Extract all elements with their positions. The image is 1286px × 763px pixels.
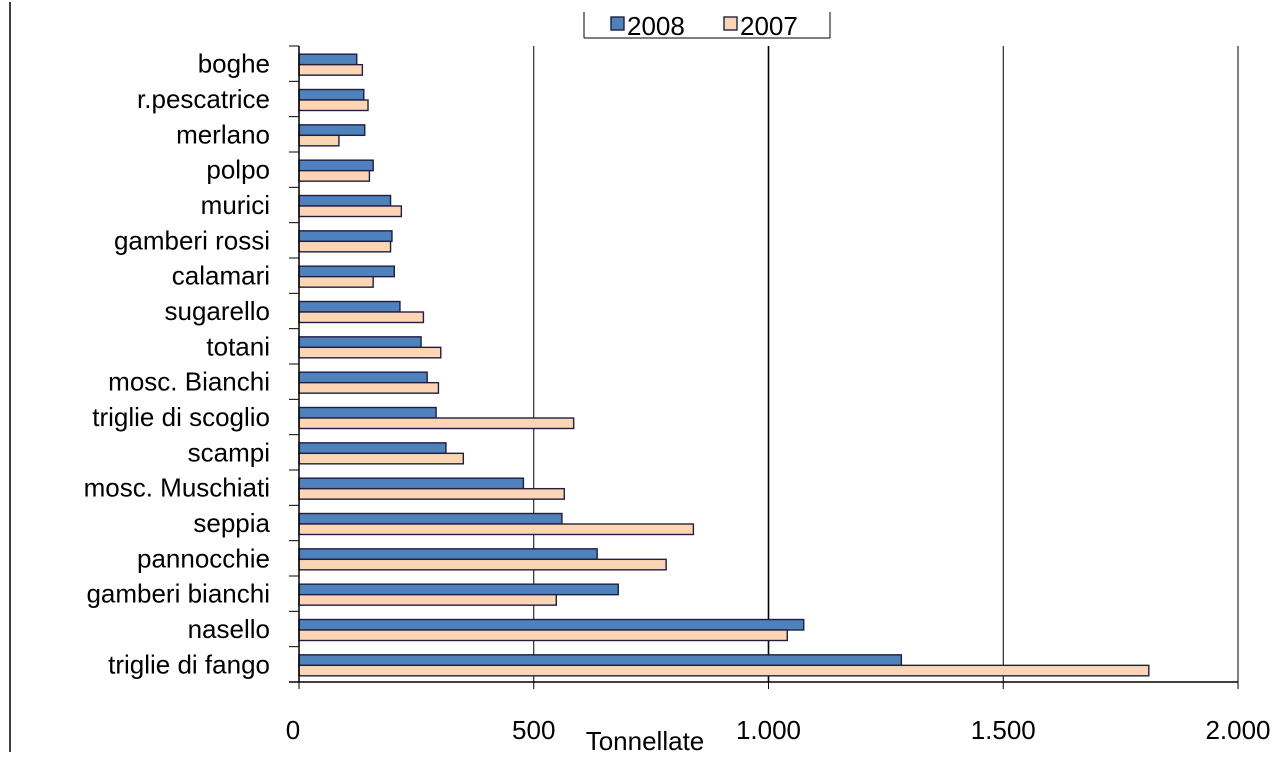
- bar-2008-gamberi-rossi: [298, 230, 393, 243]
- bar-2008-calamari: [298, 265, 396, 278]
- bar-2007-murici: [298, 205, 403, 218]
- bar-2008-gamberi-bianchi: [298, 583, 619, 596]
- bar-2008-seppia: [298, 512, 563, 525]
- category-label: nasello: [188, 614, 270, 644]
- grid: [533, 46, 1239, 682]
- category-label: polpo: [206, 155, 270, 185]
- axes: [289, 45, 1239, 689]
- category-label: scampi: [188, 437, 270, 467]
- bar-2007-triglie-di-fango: [298, 664, 1150, 677]
- category-label: murici: [201, 190, 270, 220]
- bar-2007-gamberi-rossi: [298, 240, 392, 253]
- legend-label-2007[interactable]: 2007: [740, 11, 798, 41]
- bar-2007-polpo: [298, 169, 371, 182]
- category-label: gamberi bianchi: [86, 579, 270, 609]
- bar-2007-calamari: [298, 275, 374, 288]
- bar-2007-triglie-di-scoglio: [298, 417, 575, 430]
- bar-2007-r-pescatrice: [298, 99, 369, 112]
- bar-2008-boghe: [298, 53, 358, 66]
- category-label: seppia: [193, 508, 270, 538]
- bar-2008-triglie-di-fango: [298, 654, 903, 667]
- bar-2008-nasello: [298, 618, 805, 631]
- category-label: gamberi rossi: [114, 225, 270, 255]
- category-label: calamari: [172, 261, 270, 291]
- bar-2007-scampi: [298, 452, 465, 465]
- category-labels: boghe r.pescatrice merlano polpo murici gambe…: [84, 49, 271, 680]
- x-tick-label: 1.500: [971, 715, 1036, 745]
- x-tick-label: 2.000: [1205, 715, 1270, 745]
- bar-2007-seppia: [298, 523, 695, 536]
- bar-2008-mosc-muschiati: [298, 477, 525, 490]
- bar-2007-nasello: [298, 629, 788, 642]
- legend-swatch-2007: [723, 16, 738, 31]
- bars: [298, 53, 1150, 677]
- bar-2008-murici: [298, 194, 392, 207]
- legend[interactable]: 2008 2007: [583, 11, 831, 41]
- bar-2008-r-pescatrice: [298, 88, 365, 101]
- bar-2007-mosc-muschiati: [298, 487, 565, 500]
- bar-2007-totani: [298, 346, 442, 359]
- bar-2008-pannocchie: [298, 548, 598, 561]
- x-tick-label: 500: [512, 715, 555, 745]
- bar-2008-mosc-bianchi: [298, 371, 428, 384]
- bar-2007-sugarello: [298, 311, 425, 324]
- bar-2007-gamberi-bianchi: [298, 593, 557, 606]
- category-label: boghe: [198, 49, 270, 79]
- category-label: totani: [206, 331, 270, 361]
- bar-2008-scampi: [298, 442, 447, 455]
- category-label: mosc. Muschiati: [84, 473, 270, 503]
- bar-2008-polpo: [298, 159, 374, 172]
- category-label: triglie di scoglio: [92, 402, 270, 432]
- category-label: pannocchie: [137, 543, 270, 573]
- legend-label-2008[interactable]: 2008: [627, 11, 685, 41]
- category-label: triglie di fango: [108, 649, 270, 679]
- category-label: r.pescatrice: [137, 84, 270, 114]
- legend-swatch-2008: [610, 16, 625, 31]
- category-label: sugarello: [164, 296, 270, 326]
- category-label: merlano: [176, 119, 270, 149]
- bar-2007-pannocchie: [298, 558, 667, 571]
- x-tick-labels: 0 500 1.000 1.500 2.000: [286, 715, 1271, 745]
- category-label: mosc. Bianchi: [108, 367, 270, 397]
- bar-2007-mosc-bianchi: [298, 381, 440, 394]
- bar-2008-merlano: [298, 124, 366, 137]
- bar-2008-sugarello: [298, 300, 401, 313]
- bar-2008-triglie-di-scoglio: [298, 406, 437, 419]
- bar-2008-totani: [298, 336, 422, 349]
- x-axis-title: Tonnellate: [586, 726, 705, 756]
- x-tick-label: 0: [286, 715, 300, 745]
- x-tick-label: 1.000: [736, 715, 801, 745]
- bar-2007-merlano: [298, 134, 340, 147]
- bar-2007-boghe: [298, 63, 364, 76]
